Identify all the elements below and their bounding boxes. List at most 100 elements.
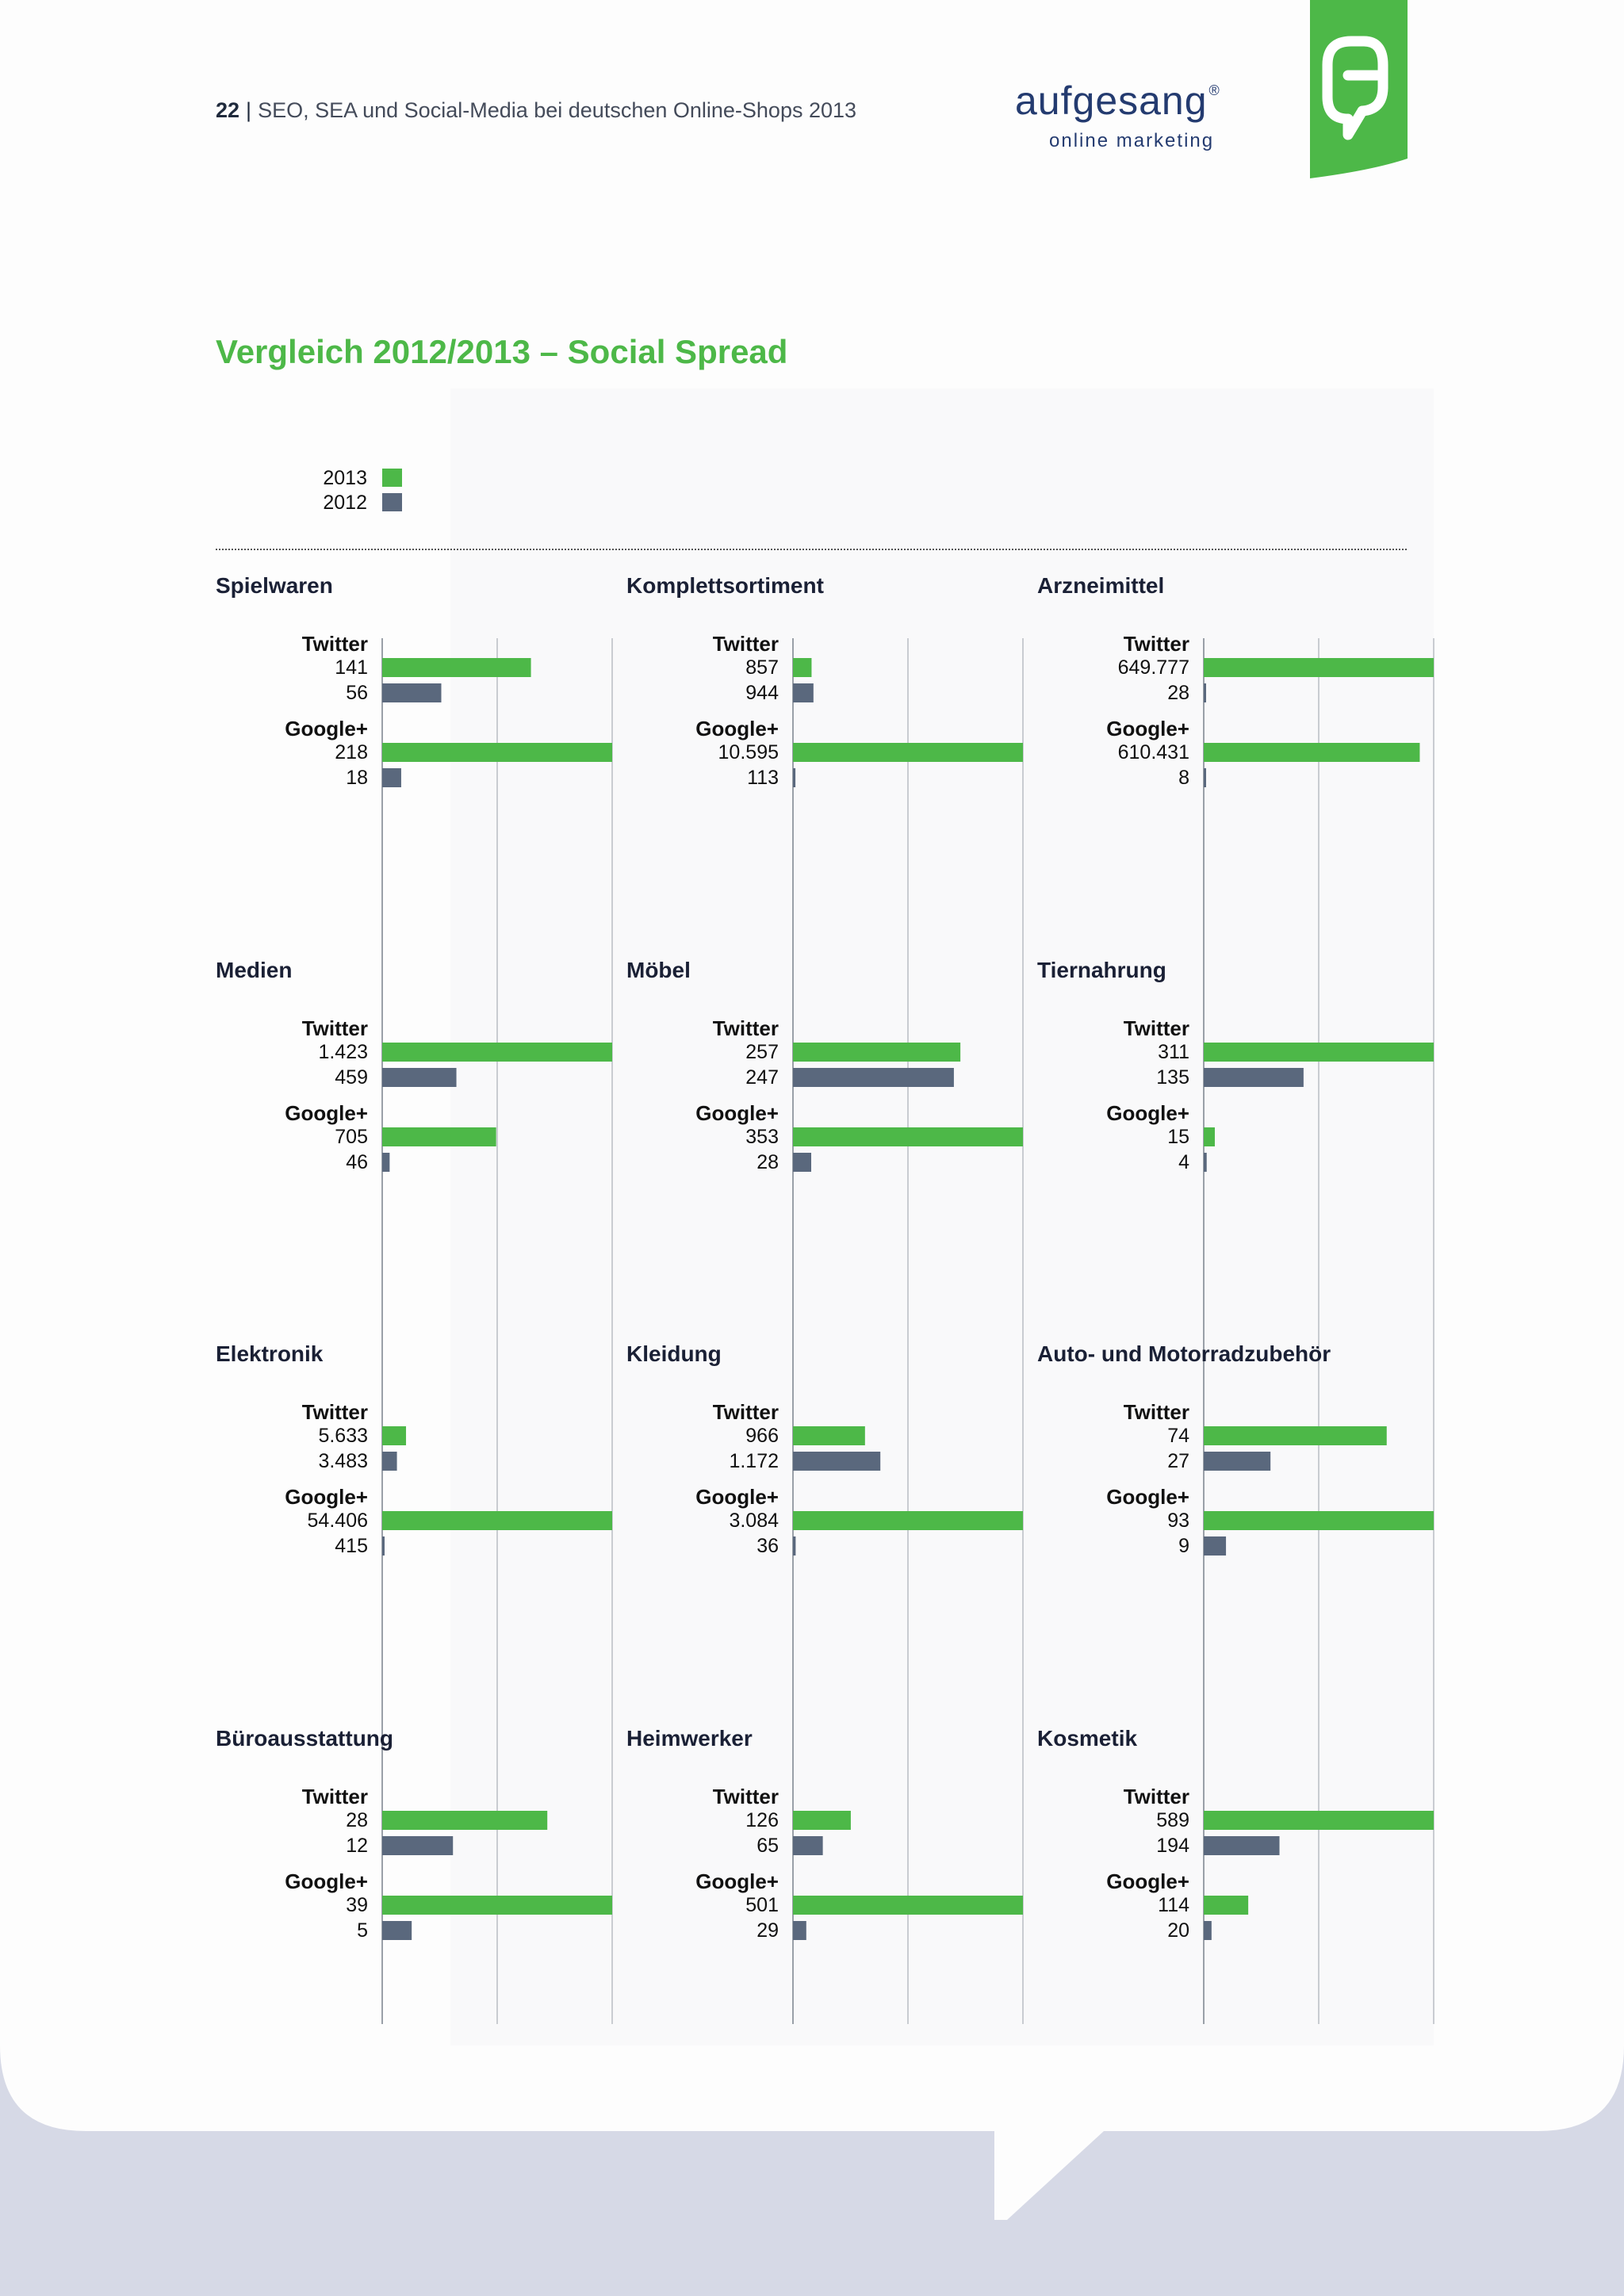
group-label: Google+ xyxy=(285,717,368,740)
value-label: 28 xyxy=(346,1809,368,1831)
bar-2013 xyxy=(1204,1127,1215,1146)
value-label: 610.431 xyxy=(1118,741,1189,763)
bar-2013 xyxy=(793,743,1023,762)
value-label: 15 xyxy=(1167,1126,1189,1148)
value-label: 39 xyxy=(346,1894,368,1916)
value-label: 3.483 xyxy=(318,1450,368,1472)
value-label: 28 xyxy=(1167,682,1189,704)
bar-2013 xyxy=(1204,1043,1434,1062)
group-label: Twitter xyxy=(713,1400,779,1424)
bar-2012 xyxy=(382,768,401,787)
bar-2012 xyxy=(382,1836,454,1855)
chart-title: Medien xyxy=(216,958,292,982)
value-label: 589 xyxy=(1156,1809,1189,1831)
chart-title: Spielwaren xyxy=(216,573,333,598)
group-label: Twitter xyxy=(302,1400,368,1424)
registered-mark: ® xyxy=(1208,82,1220,98)
header-separator: | xyxy=(246,98,252,122)
chart-title: Elektronik xyxy=(216,1341,324,1366)
value-label: 4 xyxy=(1178,1151,1189,1173)
bar-2013 xyxy=(793,658,812,677)
bar-2012 xyxy=(793,1836,823,1855)
divider-line xyxy=(216,549,1407,550)
brand-logo: aufgesang ® xyxy=(1015,78,1220,124)
bar-2012 xyxy=(1204,768,1206,787)
chart-title: Kleidung xyxy=(626,1341,722,1366)
value-label: 5 xyxy=(357,1919,368,1942)
bar-2012 xyxy=(1204,1836,1280,1855)
group-label: Google+ xyxy=(695,1869,779,1893)
document-title: SEO, SEA und Social-Media bei deutschen … xyxy=(258,98,857,122)
speech-bubble-a-icon xyxy=(1322,36,1388,140)
chart-title: Arzneimittel xyxy=(1037,573,1164,598)
page-header: 22 | SEO, SEA und Social-Media bei deutsch… xyxy=(216,98,856,123)
group-label: Twitter xyxy=(713,1785,779,1808)
bar-2012 xyxy=(793,1452,881,1471)
group-label: Google+ xyxy=(285,1101,368,1125)
value-label: 1.423 xyxy=(318,1041,368,1063)
chart-title: Kosmetik xyxy=(1037,1726,1137,1751)
value-label: 5.633 xyxy=(318,1425,368,1447)
bar-2012 xyxy=(382,1452,397,1471)
bar-2013 xyxy=(382,1896,612,1915)
value-label: 141 xyxy=(335,656,368,679)
group-label: Google+ xyxy=(285,1869,368,1893)
bar-2012 xyxy=(793,768,796,787)
chart-title: Tiernahrung xyxy=(1037,958,1166,982)
bar-2012 xyxy=(793,1921,806,1940)
bar-2013 xyxy=(793,1511,1023,1530)
value-label: 126 xyxy=(745,1809,779,1831)
value-label: 135 xyxy=(1156,1066,1189,1089)
value-label: 459 xyxy=(335,1066,368,1089)
value-label: 54.406 xyxy=(308,1510,368,1532)
value-label: 18 xyxy=(346,767,368,789)
legend-label-2012: 2012 xyxy=(323,492,367,514)
value-label: 113 xyxy=(747,767,779,789)
group-label: Twitter xyxy=(302,632,368,656)
group-label: Google+ xyxy=(695,1101,779,1125)
value-label: 1.172 xyxy=(729,1450,779,1472)
bar-2012 xyxy=(1204,1921,1212,1940)
value-label: 9 xyxy=(1178,1535,1189,1557)
bar-2013 xyxy=(382,1127,496,1146)
bar-2012 xyxy=(382,683,442,702)
group-label: Google+ xyxy=(1106,1101,1189,1125)
bar-2013 xyxy=(793,1896,1023,1915)
value-label: 20 xyxy=(1167,1919,1189,1942)
legend-label-2013: 2013 xyxy=(323,467,367,489)
bar-2013 xyxy=(382,1511,612,1530)
chart-title: Büroausstattung xyxy=(216,1726,393,1751)
bar-2012 xyxy=(382,1536,385,1556)
bar-2013 xyxy=(382,1811,548,1830)
group-label: Twitter xyxy=(1124,1400,1189,1424)
value-label: 8 xyxy=(1178,767,1189,789)
bar-2013 xyxy=(1204,658,1434,677)
bar-2012 xyxy=(793,683,814,702)
value-label: 194 xyxy=(1156,1835,1189,1857)
group-label: Google+ xyxy=(1106,1485,1189,1509)
group-label: Google+ xyxy=(695,1485,779,1509)
value-label: 247 xyxy=(745,1066,779,1089)
bar-2013 xyxy=(1204,1511,1434,1530)
value-label: 311 xyxy=(1158,1041,1189,1063)
bar-2013 xyxy=(793,1426,865,1445)
legend-swatch-2013 xyxy=(382,469,402,487)
bar-2013 xyxy=(382,658,531,677)
bar-2012 xyxy=(1204,1536,1227,1556)
value-label: 74 xyxy=(1167,1425,1189,1447)
bar-2012 xyxy=(793,1153,812,1172)
value-label: 36 xyxy=(756,1535,779,1557)
bar-2013 xyxy=(1204,743,1420,762)
group-label: Twitter xyxy=(302,1016,368,1040)
value-label: 501 xyxy=(745,1894,779,1916)
bar-2013 xyxy=(1204,1896,1249,1915)
value-label: 12 xyxy=(346,1835,368,1857)
group-label: Twitter xyxy=(713,632,779,656)
bar-2012 xyxy=(1204,1153,1207,1172)
bar-2013 xyxy=(793,1043,961,1062)
group-label: Twitter xyxy=(1124,1016,1189,1040)
bar-2012 xyxy=(382,1921,412,1940)
bar-2013 xyxy=(793,1127,1023,1146)
